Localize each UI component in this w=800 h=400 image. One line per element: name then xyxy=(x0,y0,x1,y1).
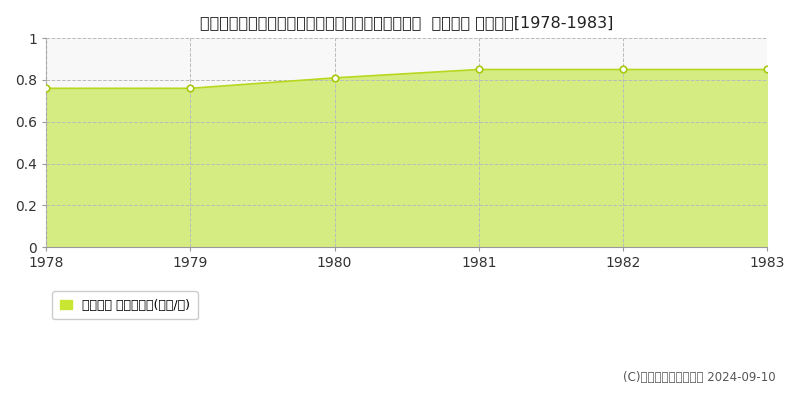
Point xyxy=(328,75,341,81)
Point xyxy=(40,85,53,92)
Point xyxy=(184,85,197,92)
Point xyxy=(472,66,485,73)
Text: (C)土地価格ドットコム 2024-09-10: (C)土地価格ドットコム 2024-09-10 xyxy=(623,371,776,384)
Legend: 地価公示 平均坪単価(万円/坪): 地価公示 平均坪単価(万円/坪) xyxy=(52,291,198,319)
Point xyxy=(761,66,774,73)
Point xyxy=(617,66,630,73)
Title: 埼玉県入間郡毛呂山町大字箕和田字大満山３３２番  地価公示 地価推移[1978-1983]: 埼玉県入間郡毛呂山町大字箕和田字大満山３３２番 地価公示 地価推移[1978-1… xyxy=(200,15,614,30)
